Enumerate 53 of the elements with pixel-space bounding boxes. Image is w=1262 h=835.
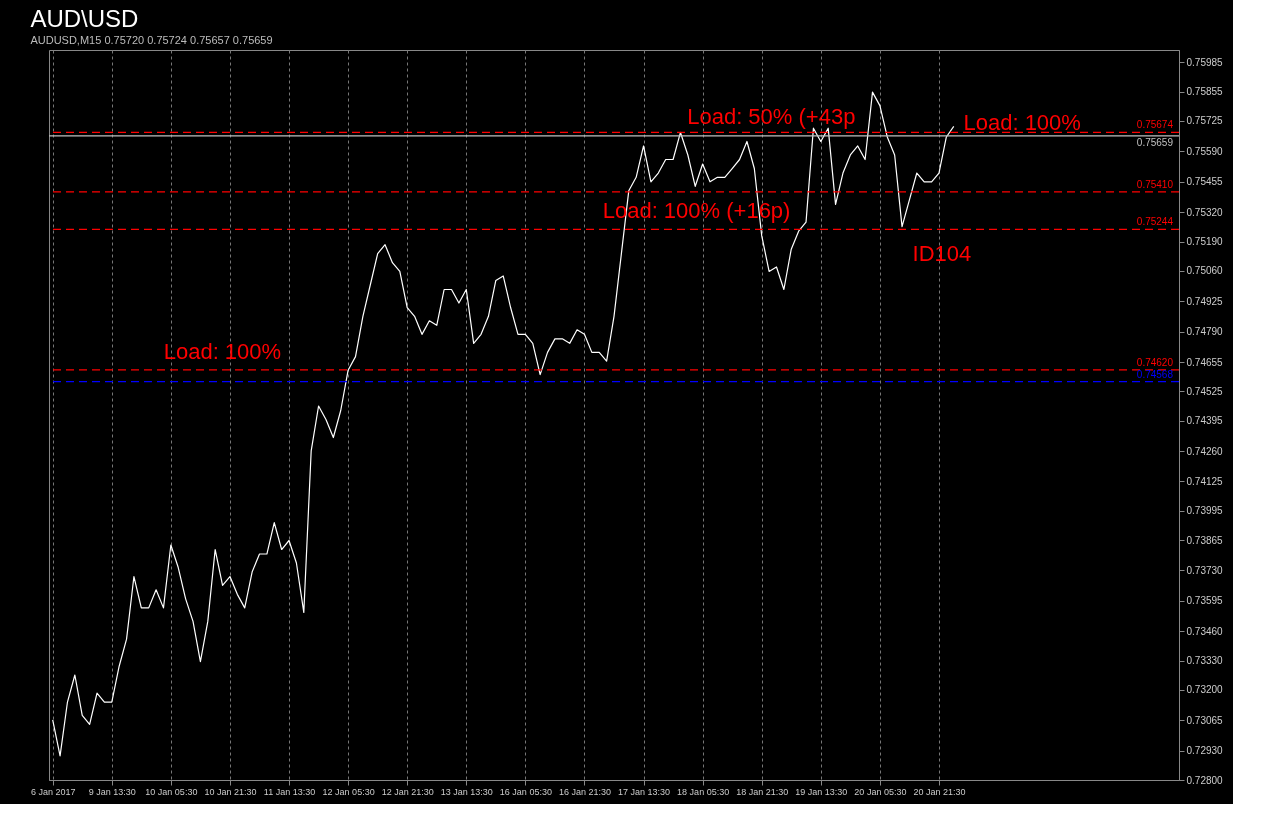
y-tick-label: 0.73200 — [1186, 684, 1224, 696]
x-tick-label: 10 Jan 05:30 — [145, 786, 198, 797]
x-tick-label: 20 Jan 21:30 — [913, 786, 966, 797]
y-tick-label: 0.73995 — [1186, 505, 1224, 517]
y-tick-label: 0.73730 — [1186, 564, 1224, 576]
y-tick-label: 0.75190 — [1186, 236, 1224, 248]
y-tick-label: 0.75590 — [1186, 145, 1224, 157]
y-tick-label: 0.74655 — [1186, 356, 1224, 368]
x-tick-label: 13 Jan 13:30 — [440, 786, 493, 797]
x-tick-label: 16 Jan 21:30 — [558, 786, 611, 797]
x-tick-label: 17 Jan 13:30 — [618, 786, 671, 797]
y-tick-label: 0.74525 — [1186, 385, 1224, 397]
y-tick-label: 0.73460 — [1186, 625, 1224, 637]
ref-line-label: 0.75244 — [1136, 216, 1174, 228]
y-tick-label: 0.74260 — [1186, 445, 1224, 457]
annotation: Load: 50% (+43p — [687, 104, 856, 130]
y-tick-label: 0.72800 — [1186, 774, 1224, 786]
x-tick-label: 20 Jan 05:30 — [854, 786, 907, 797]
x-tick-label: 12 Jan 21:30 — [381, 786, 434, 797]
y-tick-label: 0.75725 — [1186, 115, 1224, 127]
x-tick-label: 16 Jan 05:30 — [499, 786, 552, 797]
y-tick-label: 0.75060 — [1186, 265, 1224, 277]
annotation: Load: 100% — [963, 109, 1081, 135]
x-tick-label: 18 Jan 05:30 — [677, 786, 730, 797]
y-tick-label: 0.74125 — [1186, 475, 1224, 487]
x-tick-label: 9 Jan 13:30 — [88, 786, 136, 797]
annotation: ID104 — [912, 240, 972, 266]
ref-line-label: 0.75674 — [1136, 119, 1174, 131]
y-tick-label: 0.75455 — [1186, 176, 1224, 188]
y-tick-label: 0.75985 — [1186, 56, 1224, 68]
y-tick-label: 0.75320 — [1186, 206, 1224, 218]
x-tick-label: 10 Jan 21:30 — [204, 786, 257, 797]
x-tick-label: 19 Jan 13:30 — [795, 786, 848, 797]
x-tick-label: 11 Jan 13:30 — [263, 786, 316, 797]
y-tick-label: 0.73065 — [1186, 714, 1224, 726]
y-tick-label: 0.74395 — [1186, 415, 1224, 427]
ref-line-label: 0.75410 — [1136, 178, 1174, 190]
chart-subtitle: AUDUSD,M15 0.75720 0.75724 0.75657 0.75659 — [30, 34, 273, 46]
y-tick-label: 0.73865 — [1186, 534, 1224, 546]
y-tick-label: 0.73595 — [1186, 595, 1224, 607]
ref-line-label: 0.75659 — [1136, 136, 1174, 148]
x-tick-label: 6 Jan 2017 — [30, 786, 76, 797]
chart-title: AUD\USD — [30, 5, 139, 32]
y-tick-label: 0.73330 — [1186, 655, 1224, 667]
ref-line-label: 0.74568 — [1136, 368, 1174, 380]
y-tick-label: 0.75855 — [1186, 86, 1224, 98]
x-tick-label: 18 Jan 21:30 — [736, 786, 789, 797]
y-tick-label: 0.74790 — [1186, 326, 1224, 338]
y-tick-label: 0.74925 — [1186, 295, 1224, 307]
ref-line-label: 0.74620 — [1136, 356, 1174, 368]
y-tick-label: 0.72930 — [1186, 745, 1224, 757]
annotation: Load: 100% — [163, 339, 282, 365]
x-tick-label: 12 Jan 05:30 — [322, 786, 375, 797]
